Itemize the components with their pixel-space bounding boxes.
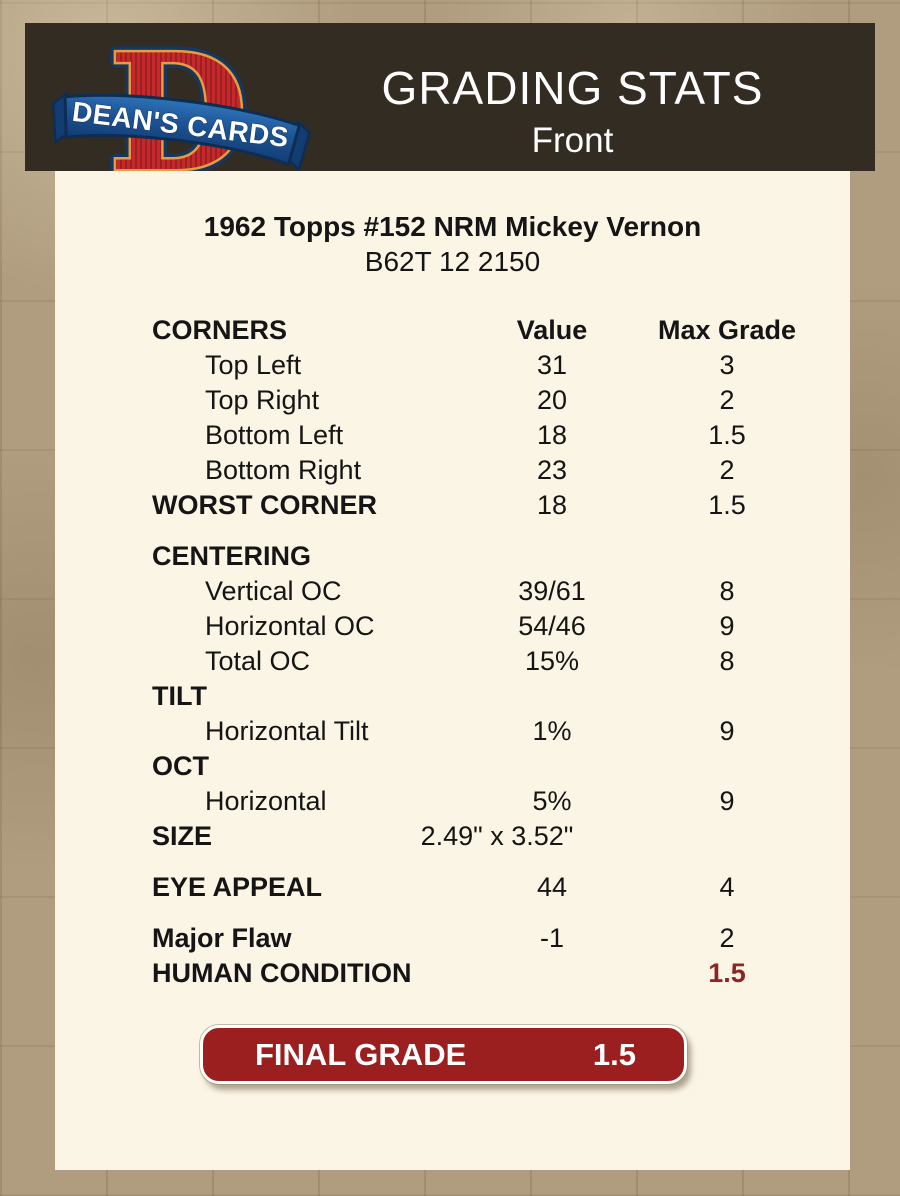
row-value: 5% <box>532 786 572 816</box>
row-grade: 4 <box>719 872 735 902</box>
row-label: Vertical OC <box>205 576 342 606</box>
row-value: 2.49" x 3.52" <box>420 821 574 851</box>
table-row: CENTERING <box>152 539 812 574</box>
final-grade-value: 1.5 <box>592 1036 636 1072</box>
row-grade: 9 <box>719 716 735 746</box>
header-text-block: GRADING STATS Front <box>280 59 865 165</box>
deans-cards-logo: D D D DEAN'S CARDS <box>51 31 311 171</box>
stats-table: CORNERS Value Max Grade Top Left 31 3 To… <box>152 313 812 991</box>
table-row: SIZE 2.49" x 3.52" <box>152 819 812 854</box>
row-grade: 1.5 <box>708 958 746 988</box>
card-id: B62T 12 2150 <box>364 246 541 277</box>
table-row: Total OC 15% 8 <box>152 644 812 679</box>
table-row: Horizontal Tilt 1% 9 <box>152 714 812 749</box>
table-row: Vertical OC 39/61 8 <box>152 574 812 609</box>
row-label: OCT <box>152 751 209 781</box>
row-value: 18 <box>536 420 568 450</box>
row-value: Value <box>516 315 588 345</box>
header-bar: D D D DEAN'S CARDS GRADING STATS Front <box>25 23 875 171</box>
row-value: -1 <box>539 923 564 953</box>
row-value: 18 <box>536 490 568 520</box>
row-label: CENTERING <box>152 541 312 571</box>
row-label: Horizontal Tilt <box>205 716 369 746</box>
table-row: WORST CORNER 18 1.5 <box>152 488 812 523</box>
row-label: Top Right <box>205 385 320 415</box>
table-row: TILT <box>152 679 812 714</box>
row-grade: 2 <box>719 385 735 415</box>
table-row: HUMAN CONDITION 1.5 <box>152 956 812 991</box>
row-label: CORNERS <box>152 315 288 345</box>
page-title: GRADING STATS <box>381 62 764 114</box>
row-grade: 8 <box>719 576 735 606</box>
row-label: EYE APPEAL <box>152 872 323 902</box>
table-row: Horizontal OC 54/46 9 <box>152 609 812 644</box>
row-grade: 8 <box>719 646 735 676</box>
row-grade: 2 <box>719 455 735 485</box>
row-value: 23 <box>536 455 568 485</box>
row-label: SIZE <box>152 821 213 851</box>
row-value: 20 <box>536 385 568 415</box>
row-grade: 3 <box>719 350 735 380</box>
row-label: Top Left <box>205 350 302 380</box>
final-grade-label: FINAL GRADE <box>255 1036 467 1072</box>
content-panel: 1962 Topps #152 NRM Mickey Vernon B62T 1… <box>55 171 850 1170</box>
row-value: 44 <box>536 872 568 902</box>
row-grade: 1.5 <box>708 490 746 520</box>
row-label: Horizontal <box>205 786 327 816</box>
row-label: TILT <box>152 681 207 711</box>
row-value: 15% <box>524 646 580 676</box>
row-label: Major Flaw <box>152 923 292 953</box>
row-value: 54/46 <box>518 611 586 641</box>
row-grade: 9 <box>719 611 735 641</box>
row-grade: 9 <box>719 786 735 816</box>
table-row: Bottom Right 23 2 <box>152 453 812 488</box>
row-label: Bottom Right <box>205 455 362 485</box>
table-row: Major Flaw -1 2 <box>152 921 812 956</box>
table-row: OCT <box>152 749 812 784</box>
row-value: 1% <box>532 716 572 746</box>
table-row: CORNERS Value Max Grade <box>152 313 812 348</box>
table-row: Horizontal 5% 9 <box>152 784 812 819</box>
row-grade: 2 <box>719 923 735 953</box>
row-label: Bottom Left <box>205 420 344 450</box>
final-grade-button[interactable]: FINAL GRADE 1.5 <box>200 1025 687 1084</box>
row-grade: 1.5 <box>708 420 746 450</box>
table-row: Top Left 31 3 <box>152 348 812 383</box>
table-row: Bottom Left 18 1.5 <box>152 418 812 453</box>
card-title: 1962 Topps #152 NRM Mickey Vernon <box>203 211 702 242</box>
table-row: Top Right 20 2 <box>152 383 812 418</box>
row-label: Horizontal OC <box>205 611 375 641</box>
page-subtitle: Front <box>531 121 614 160</box>
table-row: EYE APPEAL 44 4 <box>152 870 812 905</box>
row-grade: Max Grade <box>657 315 797 345</box>
row-label: WORST CORNER <box>152 490 377 520</box>
row-label: HUMAN CONDITION <box>152 958 412 988</box>
row-value: 31 <box>536 350 568 380</box>
row-value: 39/61 <box>518 576 586 606</box>
row-label: Total OC <box>205 646 311 676</box>
